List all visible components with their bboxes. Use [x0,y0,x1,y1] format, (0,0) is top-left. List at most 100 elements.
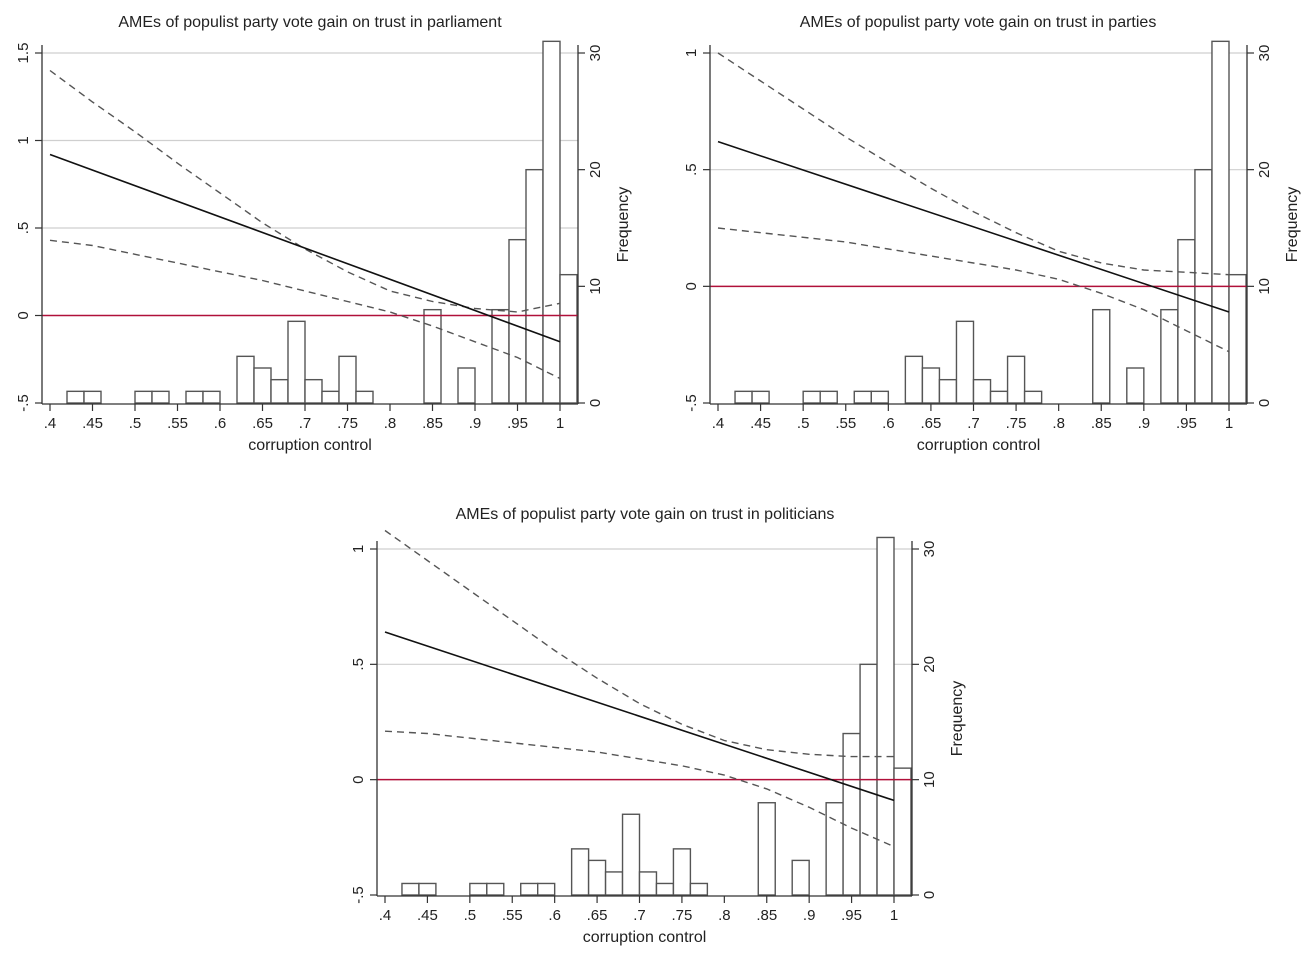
histogram-bar [689,882,709,896]
histogram-bar [819,390,838,404]
y-tick-label: .5 [683,163,700,176]
histogram-bar [921,367,941,404]
histogram-bar [287,320,306,404]
histogram-bar [1006,355,1026,404]
x-tick-label: .6 [882,415,895,432]
y2-tick-label: 10 [1256,278,1273,295]
histogram-bar [757,802,776,896]
histogram-bar [1160,308,1179,404]
x-tick-label: .95 [507,415,528,432]
x-tick-label: .55 [167,415,188,432]
histogram-bar [989,390,1009,404]
histogram-bar [185,390,204,404]
y2-tick-label: 10 [587,278,604,295]
histogram-bar [1177,238,1196,404]
y2-tick-label: 0 [921,891,938,899]
y-tick-label: 1 [350,545,367,553]
histogram-bar [955,320,975,404]
histogram-bar [418,882,437,896]
histogram-bar [751,390,770,404]
y2-axis-label: Frequency [949,681,966,757]
y2-tick-label: 10 [921,771,938,788]
y-tick-label: 1 [15,136,32,144]
x-tick-label: 1 [556,415,564,432]
x-tick-label: .8 [1052,415,1065,432]
y2-axis-label: Frequency [615,187,632,263]
histogram-bar [486,882,505,896]
ci-lower-line [49,239,561,380]
y-tick-label: -.5 [683,394,700,412]
histogram-bar [469,882,488,896]
histogram-bar [1023,390,1043,404]
y2-tick-label: 0 [1256,399,1273,407]
ame-line [717,140,1230,313]
ci-lower-line [717,227,1230,353]
ame-line [49,153,561,343]
x-tick-label: .75 [671,907,692,924]
histogram-bar [1092,308,1111,404]
x-tick-label: .85 [1091,415,1112,432]
x-tick-label: .4 [712,415,725,432]
histogram-bar [604,871,624,896]
histogram-bar [1211,40,1230,404]
x-tick-label: .9 [1138,415,1151,432]
x-axis-label: corruption control [917,437,1041,454]
histogram-bar [1228,273,1247,404]
histogram-bar [66,390,85,404]
histogram-bar [853,390,872,404]
histogram-bar [304,378,323,404]
ci-upper-line [384,529,894,758]
x-tick-label: .6 [214,415,227,432]
y-tick-label: -.5 [15,394,32,412]
x-tick-label: .55 [835,415,856,432]
x-tick-label: .5 [797,415,810,432]
histogram-bar [570,848,590,896]
x-tick-label: .5 [129,415,142,432]
histogram-bar [893,767,912,896]
x-tick-label: .95 [1176,415,1197,432]
y2-axis-label: Frequency [1284,187,1301,263]
x-tick-label: .7 [967,415,980,432]
histogram-bar [904,355,924,404]
chart-panel-3: AMEs of populist party vote gain on trus… [350,506,966,946]
histogram-bar [825,802,844,896]
x-tick-label: .8 [384,415,397,432]
histogram-bar [802,390,821,404]
y2-tick-label: 20 [921,656,938,673]
x-tick-label: .9 [469,415,482,432]
histogram-bar [972,378,992,404]
chart-panel-1: AMEs of populist party vote gain on trus… [15,14,632,454]
histogram-bar [423,308,442,404]
ci-upper-line [49,69,561,313]
x-axis-label: corruption control [583,929,707,946]
x-tick-label: 1 [890,907,898,924]
histogram-bar [491,308,510,404]
y-tick-label: 0 [15,311,32,319]
x-tick-label: .45 [82,415,103,432]
y2-tick-label: 30 [921,541,938,558]
y2-tick-label: 0 [587,399,604,407]
histogram-bar [520,882,539,896]
y-tick-label: 1.5 [15,43,32,64]
histogram-bar [270,378,289,404]
y2-tick-label: 20 [587,161,604,178]
histogram-bar [525,168,544,404]
histogram-bar [151,390,170,404]
y-tick-label: -.5 [350,886,367,904]
y-tick-label: .5 [350,658,367,671]
histogram-bar [870,390,890,404]
x-tick-label: .5 [464,907,477,924]
histogram-bar [457,367,476,404]
chart-title: AMEs of populist party vote gain on trus… [118,14,502,31]
histogram-bar [842,732,861,896]
x-tick-label: .6 [548,907,561,924]
y2-tick-label: 30 [1256,45,1273,62]
histogram-bar [321,390,340,404]
x-tick-label: .85 [422,415,443,432]
histogram-bar [537,882,556,896]
x-tick-label: .45 [750,415,771,432]
histogram-bar [236,355,255,404]
histogram-bar [355,390,374,404]
x-tick-label: .4 [44,415,57,432]
